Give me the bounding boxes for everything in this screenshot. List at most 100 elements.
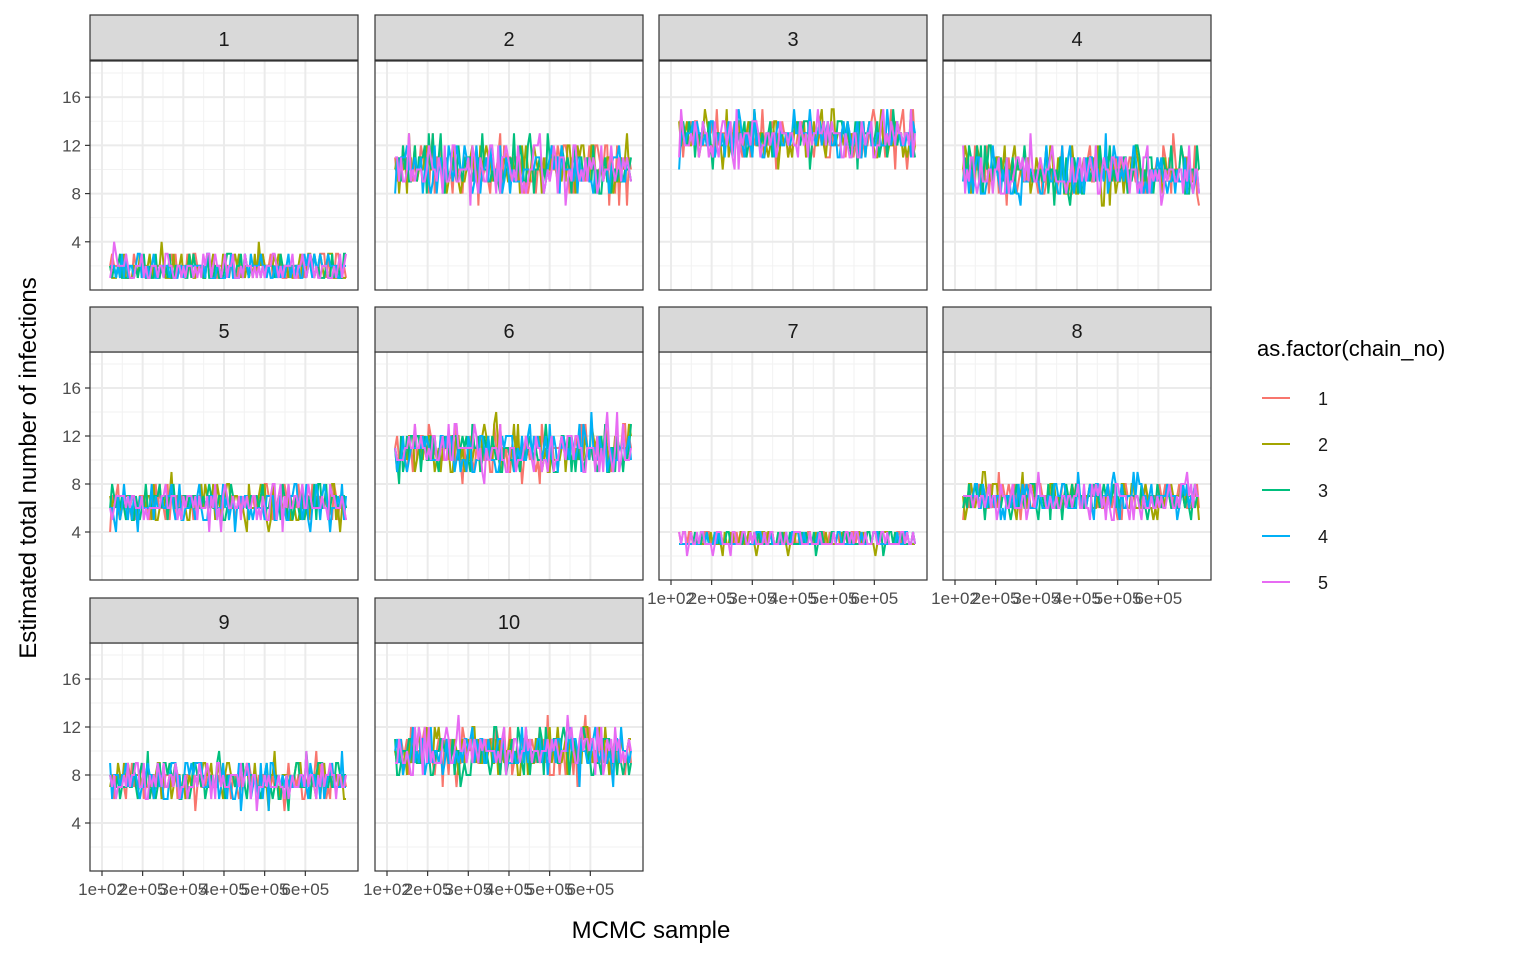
x-tick-label: 4e+05 — [769, 589, 817, 608]
series-line-chain-4 — [678, 109, 916, 170]
facet-strip-label: 5 — [218, 321, 229, 343]
legend-entry-3: 3 — [1262, 481, 1328, 501]
series-line-chain-5 — [395, 714, 632, 776]
panel-border — [89, 60, 359, 291]
x-tick-label: 2e+05 — [404, 880, 452, 899]
legend-title: as.factor(chain_no) — [1257, 336, 1445, 361]
facet-strip — [374, 597, 644, 644]
x-tick-label: 2e+05 — [972, 589, 1020, 608]
series-line-chain-1 — [394, 714, 632, 788]
series-line-chain-4 — [963, 471, 1199, 521]
legend-label: 4 — [1318, 527, 1328, 547]
series-line-chain-5 — [395, 133, 632, 206]
facet-strip-label: 6 — [503, 321, 514, 343]
facet-strip — [942, 14, 1212, 61]
series-line-chain-5 — [678, 109, 916, 170]
x-tick-label: 3e+05 — [444, 880, 492, 899]
x-tick-label: 6e+05 — [566, 880, 614, 899]
y-tick-label: 8 — [72, 766, 81, 785]
facet-strip — [89, 14, 359, 61]
y-tick-label: 8 — [72, 185, 81, 204]
facet-strip-label: 4 — [1071, 29, 1082, 51]
series-line-chain-5 — [678, 531, 916, 557]
y-tick-label: 4 — [72, 523, 81, 542]
x-tick-label: 2e+05 — [688, 589, 736, 608]
legend-label: 3 — [1318, 481, 1328, 501]
x-tick-label: 6e+05 — [281, 880, 329, 899]
y-tick-label: 12 — [62, 136, 81, 155]
panel-border — [658, 60, 928, 291]
facet-strip-label: 8 — [1071, 321, 1082, 343]
legend-entry-1: 1 — [1262, 389, 1328, 409]
x-tick-label: 5e+05 — [241, 880, 289, 899]
x-tick-label: 5e+05 — [526, 880, 574, 899]
y-tick-label: 12 — [62, 718, 81, 737]
facet-strip-label: 2 — [503, 29, 514, 51]
series-line-chain-4 — [394, 411, 632, 473]
x-tick-label: 4e+05 — [1053, 589, 1101, 608]
x-tick-label: 4e+05 — [200, 880, 248, 899]
facet-strip — [374, 306, 644, 353]
facet-panel-2: 2 — [374, 14, 644, 291]
facet-strip-label: 10 — [498, 612, 520, 634]
legend-entry-4: 4 — [1262, 527, 1328, 547]
facet-strip — [942, 306, 1212, 353]
x-tick-label: 4e+05 — [485, 880, 533, 899]
series-line-chain-5 — [109, 241, 347, 279]
series-line-chain-5 — [109, 483, 347, 533]
x-tick-label: 1e+02 — [647, 589, 695, 608]
facet-strip — [89, 597, 359, 644]
facet-strip — [658, 14, 928, 61]
legend-entry-2: 2 — [1262, 435, 1328, 455]
x-tick-label: 5e+05 — [1094, 589, 1142, 608]
facet-strip — [658, 306, 928, 353]
facet-strip — [89, 306, 359, 353]
x-axis-title: MCMC sample — [572, 917, 731, 944]
y-tick-label: 16 — [62, 88, 81, 107]
facet-panel-6: 6 — [374, 306, 644, 581]
x-tick-label: 6e+05 — [850, 589, 898, 608]
legend-label: 2 — [1318, 435, 1328, 455]
facet-strip-label: 9 — [218, 612, 229, 634]
legend-label: 5 — [1318, 573, 1328, 593]
legend: as.factor(chain_no) 1 2 3 4 5 — [1257, 336, 1445, 593]
facet-strip-label: 7 — [787, 321, 798, 343]
facet-panel-4: 4 — [942, 14, 1212, 291]
x-tick-label: 3e+05 — [1012, 589, 1060, 608]
facet-panel-1: 1 4 8 12 16 — [62, 14, 359, 291]
facet-strip-label: 3 — [787, 29, 798, 51]
series-line-chain-5 — [394, 411, 632, 485]
y-tick-label: 4 — [72, 233, 81, 252]
legend-label: 1 — [1318, 389, 1328, 409]
facet-panel-5: 5 4 8 12 16 — [62, 306, 359, 581]
facet-strip-label: 1 — [218, 29, 229, 51]
y-tick-label: 4 — [72, 814, 81, 833]
x-tick-label: 1e+02 — [78, 880, 126, 899]
x-tick-label: 3e+05 — [728, 589, 776, 608]
legend-entry-5: 5 — [1262, 573, 1328, 593]
facet-strip — [374, 14, 644, 61]
y-tick-label: 12 — [62, 427, 81, 446]
x-tick-label: 3e+05 — [159, 880, 207, 899]
x-tick-label: 5e+05 — [810, 589, 858, 608]
series-line-chain-5 — [109, 750, 347, 812]
x-tick-label: 1e+02 — [931, 589, 979, 608]
series-line-chain-5 — [962, 133, 1200, 206]
series-line-chain-5 — [963, 471, 1199, 521]
x-tick-label: 1e+02 — [363, 880, 411, 899]
y-tick-label: 16 — [62, 670, 81, 689]
y-tick-label: 8 — [72, 475, 81, 494]
panel-border — [942, 60, 1212, 291]
panel-border — [374, 60, 644, 291]
facet-panel-3: 3 — [658, 14, 928, 291]
y-tick-label: 16 — [62, 379, 81, 398]
y-axis-title: Estimated total number of infections — [15, 277, 42, 659]
x-tick-label: 6e+05 — [1134, 589, 1182, 608]
x-tick-label: 2e+05 — [119, 880, 167, 899]
